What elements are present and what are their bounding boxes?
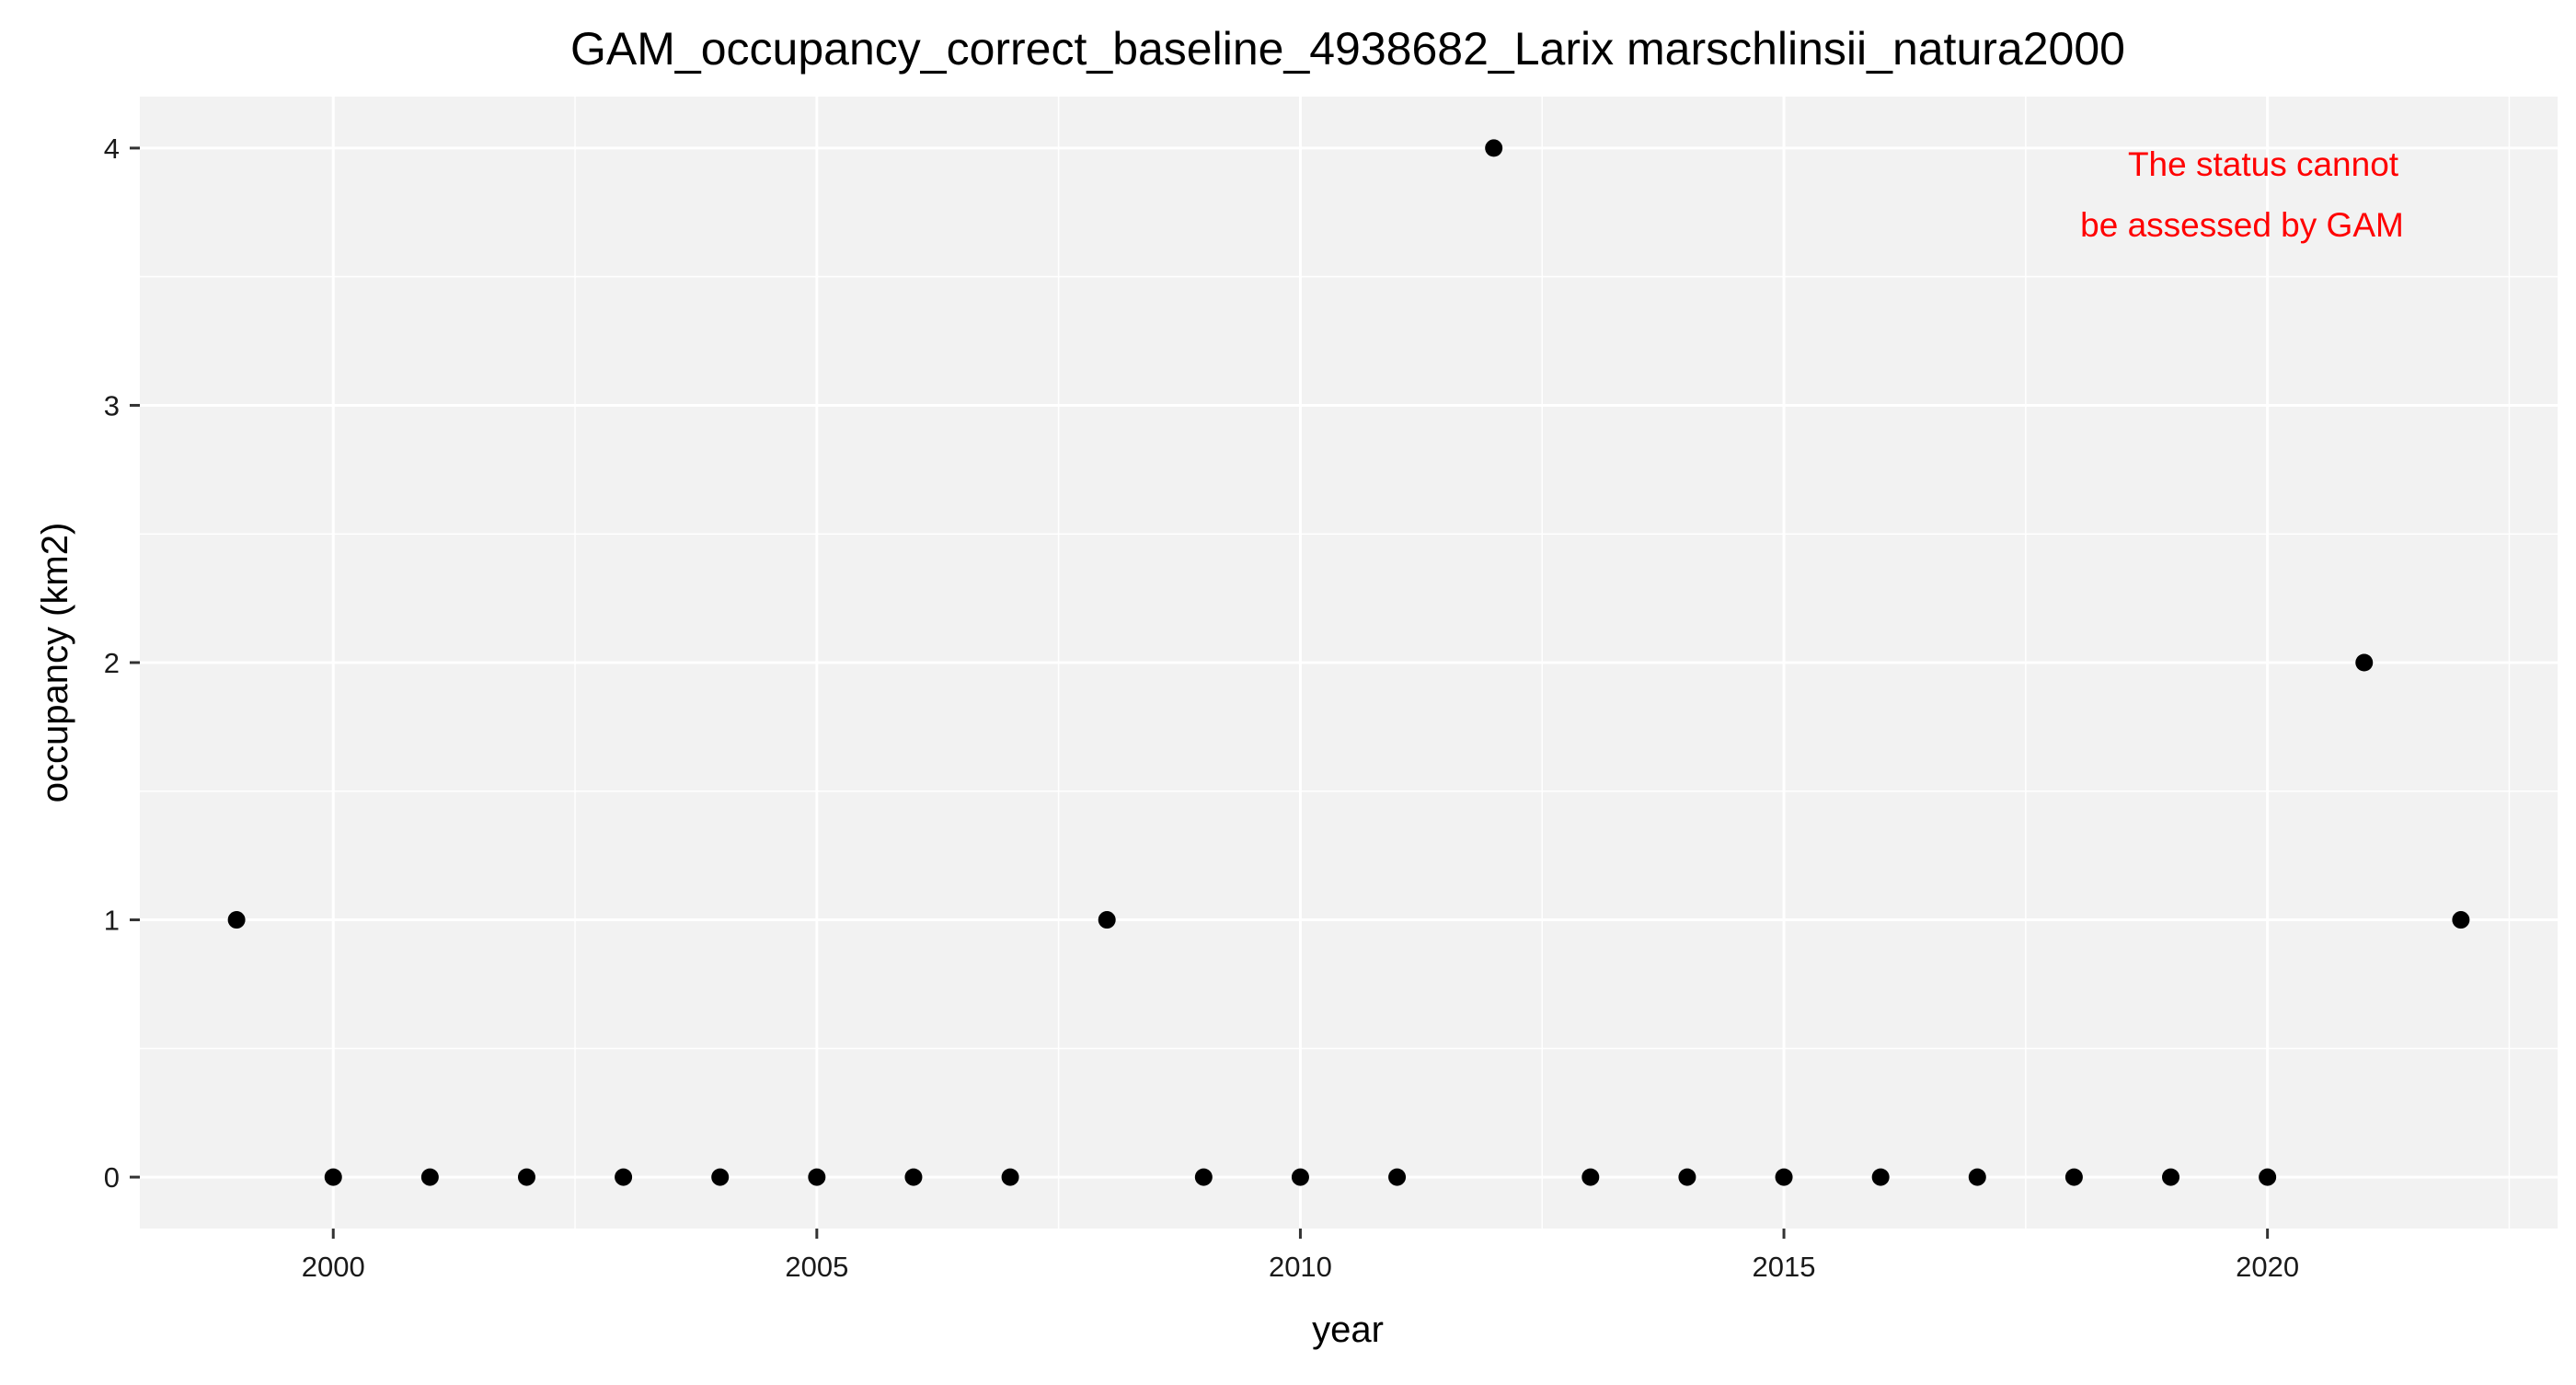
data-point	[904, 1168, 923, 1186]
data-point	[1291, 1168, 1309, 1186]
data-point	[615, 1168, 633, 1186]
data-points	[227, 139, 2470, 1186]
annotation-line-1: The status cannot	[2128, 145, 2399, 183]
x-axis-label: year	[1312, 1310, 1384, 1350]
data-point	[808, 1168, 826, 1186]
y-axis: 0 1 2 3 4	[104, 133, 140, 1194]
data-point	[2452, 911, 2470, 929]
data-point	[1581, 1168, 1600, 1186]
major-gridlines	[140, 97, 2558, 1229]
data-point	[1001, 1168, 1019, 1186]
x-tick-label: 2000	[302, 1251, 365, 1283]
data-point	[2162, 1168, 2180, 1186]
x-tick-label: 2015	[1753, 1251, 1816, 1283]
minor-gridlines	[140, 97, 2558, 1229]
data-point	[227, 911, 246, 929]
data-point	[1485, 139, 1503, 157]
y-tick-label: 4	[104, 133, 120, 165]
chart-title: GAM_occupancy_correct_baseline_4938682_L…	[570, 23, 2125, 75]
y-tick-label: 3	[104, 389, 120, 421]
y-tick-label: 0	[104, 1161, 120, 1194]
data-point	[1678, 1168, 1696, 1186]
data-point	[2064, 1168, 2083, 1186]
status-annotation: The status cannot be assessed by GAM	[2080, 145, 2404, 244]
data-point	[324, 1168, 342, 1186]
data-point	[711, 1168, 730, 1186]
data-point	[1194, 1168, 1213, 1186]
data-point	[1871, 1168, 1890, 1186]
data-point	[517, 1168, 535, 1186]
data-point	[1098, 911, 1116, 929]
x-tick-label: 2010	[1269, 1251, 1332, 1283]
x-tick-label: 2020	[2236, 1251, 2299, 1283]
data-point	[1775, 1168, 1793, 1186]
data-point	[1968, 1168, 1986, 1186]
data-point	[2355, 653, 2374, 672]
y-axis-label: occupancy (km2)	[35, 523, 75, 803]
y-tick-label: 1	[104, 905, 120, 937]
annotation-line-2: be assessed by GAM	[2080, 206, 2404, 244]
data-point	[2259, 1168, 2277, 1186]
x-tick-label: 2005	[785, 1251, 848, 1283]
data-point	[1388, 1168, 1407, 1186]
data-point	[420, 1168, 439, 1186]
x-axis: 2000 2005 2010 2015 2020	[302, 1229, 2299, 1283]
y-tick-label: 2	[104, 647, 120, 679]
